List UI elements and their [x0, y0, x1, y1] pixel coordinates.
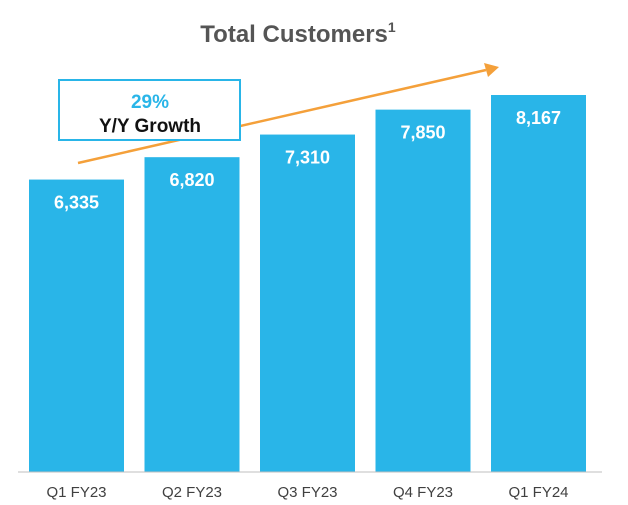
x-tick-label: Q1 FY24	[508, 484, 568, 501]
growth-label: Y/Y Growth	[99, 116, 201, 137]
bar	[144, 157, 240, 472]
growth-arrow-head	[484, 63, 499, 77]
x-tick-label: Q1 FY23	[46, 484, 106, 501]
growth-annotation-box: 29% Y/Y Growth	[58, 79, 241, 141]
x-tick-label: Q2 FY23	[162, 484, 222, 501]
chart-title-text: Total Customers	[200, 21, 388, 48]
bar	[29, 179, 124, 472]
bar-group: 6,335 6,820 7,310 7,850 8,167	[29, 95, 586, 473]
growth-annotation-border	[58, 79, 241, 141]
x-tick-labels: Q1 FY23 Q2 FY23 Q3 FY23 Q4 FY23 Q1 FY24	[46, 484, 568, 501]
bar-value-label: 6,820	[169, 170, 214, 190]
bar-value-label: 7,310	[285, 148, 330, 168]
growth-percent: 29%	[131, 92, 169, 113]
bar	[375, 109, 471, 473]
chart-title: Total Customers1	[200, 19, 396, 48]
chart-title-superscript: 1	[388, 19, 396, 35]
x-tick-label: Q4 FY23	[393, 484, 453, 501]
bar	[491, 95, 586, 472]
bar-value-label: 6,335	[54, 193, 99, 213]
bar	[260, 134, 355, 472]
x-tick-label: Q3 FY23	[277, 484, 337, 501]
bar-value-label: 7,850	[400, 123, 445, 143]
growth-arrow-line	[77, 68, 487, 165]
growth-arrow	[77, 63, 499, 165]
bar-value-label: 8,167	[516, 108, 561, 128]
